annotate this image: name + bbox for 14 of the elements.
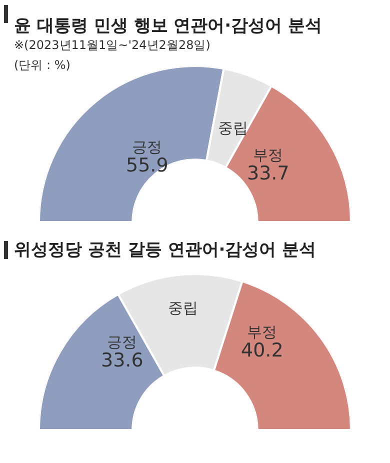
data-label: 40.2: [241, 340, 284, 362]
chart-title: 윤 대통령 민생 행보 연관어·감성어 분석: [14, 16, 322, 36]
slice-label: 중립: [218, 119, 248, 137]
chart-title: 위성정당 공천 갈등 연관어·감성어 분석: [14, 240, 316, 260]
data-label: 33.6: [101, 350, 144, 372]
data-label: 33.7: [247, 162, 290, 184]
slice-label: 부정: [253, 146, 284, 164]
text: (단위 : %): [14, 58, 70, 72]
slice-label: 긍정: [107, 333, 138, 351]
slice-label: 긍정: [132, 138, 162, 156]
slice-label: 부정: [247, 323, 278, 341]
data-label: 55.9: [126, 154, 168, 176]
slice-label: 중립: [168, 299, 198, 317]
chart-subtitle: ※(2023년11월1일~'24년2월28일): [14, 38, 210, 52]
